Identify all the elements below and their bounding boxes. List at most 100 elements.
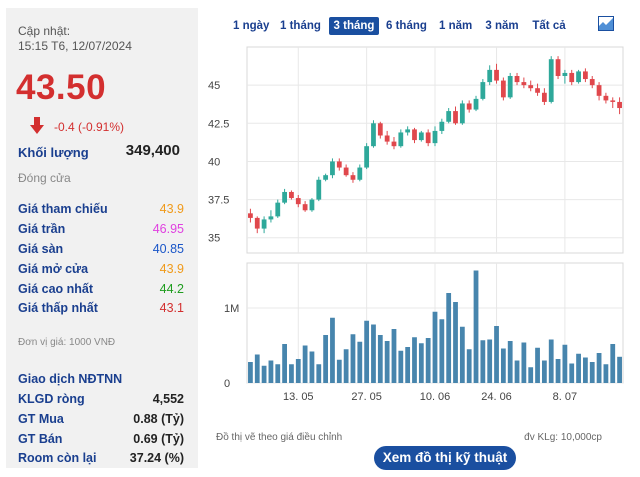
volume-bar	[528, 367, 534, 383]
volume-bar	[514, 360, 520, 383]
last-price: 43.50	[16, 68, 107, 107]
foreign-value: 0.88 (Tỷ)	[133, 412, 184, 426]
volume-bar	[330, 317, 335, 383]
volume-bar	[535, 347, 540, 383]
price-change: -0.4 (-0.91%)	[54, 120, 125, 134]
candle-body	[541, 92, 547, 102]
candle-body	[548, 59, 554, 102]
candle-body	[432, 130, 438, 144]
foreign-label: GT Bán	[18, 432, 63, 446]
foreign-label: Room còn lại	[18, 451, 97, 465]
volume-bar	[576, 353, 581, 383]
candle-body	[576, 71, 581, 83]
volume-bar	[487, 339, 493, 383]
volume-bar	[350, 334, 356, 383]
candle-body	[268, 216, 274, 220]
range-all-button[interactable]: Tất cả	[532, 20, 566, 32]
candle-body	[343, 167, 349, 176]
price-tick-label: 45	[208, 80, 220, 92]
foreign-row: GT Bán 0.69 (Tỷ)	[18, 432, 184, 448]
floor-price-row: Giá sàn 40.85	[18, 242, 184, 258]
candle-body	[398, 132, 404, 147]
range-6m-button[interactable]: 6 tháng	[386, 20, 427, 32]
price-tick-label: 35	[208, 233, 220, 245]
volume-bar	[500, 348, 506, 383]
volume-bar	[316, 364, 322, 383]
volume-bar	[289, 364, 294, 383]
candle-body	[295, 198, 301, 205]
range-3y-button[interactable]: 3 năm	[485, 20, 519, 32]
foreign-label: KLGD ròng	[18, 392, 85, 406]
price-value: 43.9	[159, 202, 184, 216]
candle-body	[466, 103, 472, 110]
price-label: Giá sàn	[18, 242, 64, 256]
x-tick-label: 8. 07	[553, 391, 577, 403]
foreign-value: 4,552	[152, 392, 184, 406]
foreign-title-label: Giao dịch NĐTNN	[18, 372, 123, 386]
candle-body	[500, 80, 506, 98]
volume-bar	[466, 349, 472, 383]
x-tick-label: 10. 06	[420, 391, 451, 403]
candle-body	[377, 123, 383, 136]
candle-body	[562, 72, 568, 76]
candle-body	[569, 72, 575, 83]
candle-body	[494, 69, 499, 81]
volume-bar	[405, 347, 411, 383]
candle-body	[521, 82, 527, 86]
volume-tick-label: 0	[224, 378, 230, 390]
volume-bar	[295, 359, 301, 383]
chart-type-icon[interactable]	[598, 16, 614, 31]
volume-bar	[494, 326, 499, 383]
x-tick-label: 27. 05	[351, 391, 382, 403]
stock-chart: 35 37.5 40 42.5 45 0 1M 13. 05 27. 05 10. 06 24. 0…	[208, 46, 624, 403]
volume-bar	[596, 353, 602, 383]
price-value: 44.2	[159, 282, 184, 296]
candle-body	[336, 161, 342, 168]
range-3m-button[interactable]: 3 tháng	[329, 17, 379, 35]
volume-bar	[446, 293, 452, 383]
candle-body	[555, 59, 561, 76]
technical-chart-button[interactable]: Xem đồ thị kỹ thuật	[374, 446, 516, 470]
range-1m-button[interactable]: 1 tháng	[280, 20, 321, 32]
candle-body	[425, 132, 431, 144]
volume-bar	[268, 360, 274, 383]
volume-bar	[364, 320, 370, 383]
volume-bar	[336, 359, 342, 383]
price-value: 46.95	[152, 222, 184, 236]
foreign-title: Giao dịch NĐTNN	[18, 372, 184, 388]
candle-body	[384, 135, 390, 142]
volume-label: Khối lượng	[18, 145, 89, 160]
candle-body	[610, 100, 616, 102]
volume-bar	[254, 354, 260, 383]
candle-body	[330, 161, 335, 176]
price-label: Giá tham chiếu	[18, 202, 108, 216]
candle-body	[282, 191, 287, 203]
candle-body	[439, 121, 445, 131]
ceiling-price-row: Giá trần 46.95	[18, 222, 184, 238]
volume-bar	[282, 344, 287, 383]
volume-bar	[589, 362, 595, 383]
candle-body	[391, 141, 397, 147]
foreign-value: 37.24 (%)	[129, 451, 184, 465]
down-arrow-icon	[30, 117, 44, 134]
candle-body	[261, 219, 267, 229]
range-1d-button[interactable]: 1 ngày	[233, 20, 270, 32]
candle-body	[316, 179, 322, 200]
candle-body	[596, 85, 602, 96]
volume-bar	[391, 329, 397, 383]
candle-body	[459, 103, 465, 124]
range-1y-button[interactable]: 1 năm	[439, 20, 473, 32]
price-value: 43.9	[159, 262, 184, 276]
volume-bar	[555, 359, 561, 383]
volume-bar	[583, 357, 588, 383]
candle-body	[248, 213, 253, 218]
candle-body	[357, 167, 363, 180]
volume-bar	[541, 360, 547, 383]
volume-bar	[603, 364, 609, 383]
volume-bar	[275, 364, 281, 383]
price-tick-label: 42.5	[208, 118, 229, 130]
volume-bar	[453, 302, 458, 383]
volume-bar	[357, 341, 363, 383]
open-price-row: Giá mở cửa 43.9	[18, 262, 184, 278]
price-label: Giá trần	[18, 222, 66, 236]
